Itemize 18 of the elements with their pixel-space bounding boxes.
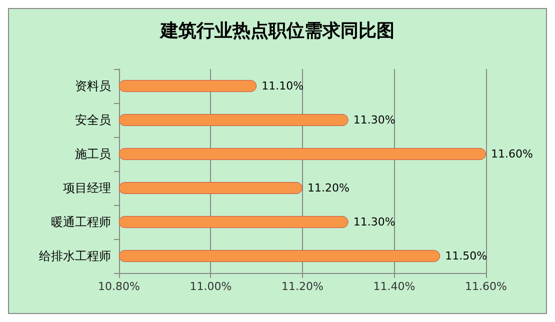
x-tick-label: 10.80% — [98, 280, 140, 293]
data-label: 11.50% — [445, 250, 488, 262]
y-tick-label: 资料员 — [75, 79, 111, 93]
data-label: 11.60% — [491, 148, 533, 160]
chart-title: 建筑行业热点职位需求同比图 — [158, 20, 394, 42]
y-tick-label: 项目经理 — [63, 181, 111, 195]
y-tick-label: 暖通工程师 — [51, 215, 111, 229]
y-tick-label: 给排水工程师 — [39, 249, 111, 263]
data-label: 11.30% — [353, 216, 396, 228]
x-tick-label: 11.60% — [465, 280, 507, 293]
x-tick-label: 11.20% — [282, 280, 324, 293]
x-tick-label: 11.40% — [373, 280, 416, 293]
data-label: 11.10% — [262, 80, 304, 92]
data-label: 11.30% — [353, 114, 396, 126]
data-label: 11.20% — [308, 182, 350, 194]
y-tick-label: 施工员 — [75, 147, 111, 161]
y-tick-label: 安全员 — [75, 113, 111, 127]
x-tick-label: 11.00% — [190, 280, 232, 293]
